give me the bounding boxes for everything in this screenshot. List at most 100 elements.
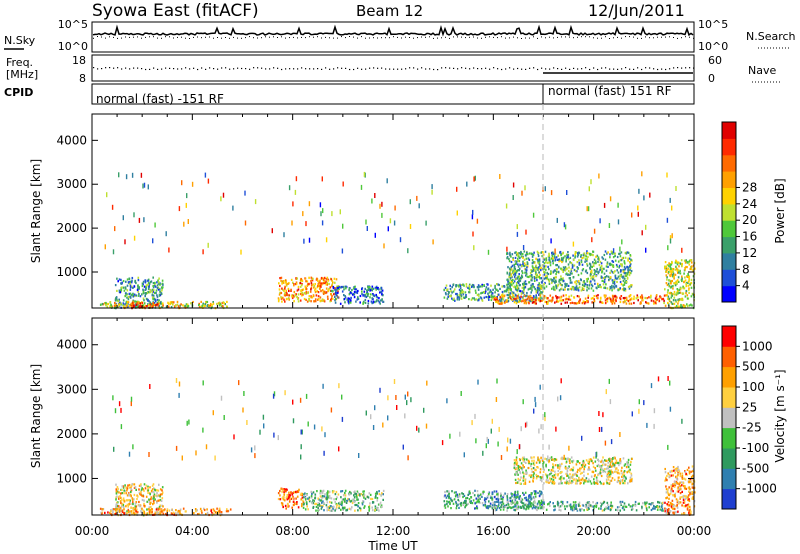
power-cell [137,294,140,297]
velocity-cell [578,501,581,504]
power-colorbar-swatch [722,122,736,139]
nsearch-trace-dot [461,36,462,38]
power-cell [592,264,595,267]
velocity-cell [122,498,125,501]
power-cell [312,295,315,298]
power-cell [304,285,307,288]
velocity-cell [455,494,457,497]
power-cell [515,302,518,305]
power-cell [456,292,458,296]
power-cell [615,263,618,267]
power-cell [621,239,623,245]
power-cell [100,303,102,306]
velocity-cell [545,465,547,469]
velocity-cell [610,504,613,507]
power-cell [382,300,385,303]
velocity-cell [156,489,158,492]
power-cell [418,203,420,209]
power-cell [604,258,607,261]
power-cell [570,269,573,272]
power-cell [571,281,573,284]
power-cell [613,283,616,286]
power-cell [570,288,573,291]
power-cell [673,302,676,305]
power-cell [560,259,562,262]
velocity-cell [525,507,528,510]
velocity-cell [148,506,151,509]
power-cell [527,275,530,279]
velocity-cell [290,491,292,494]
power-cell [377,286,379,290]
velocity-cell [282,505,284,509]
velocity-cell [476,505,478,508]
velocity-cell [159,504,161,507]
power-cell [622,268,624,271]
nsearch-trace-dot [365,37,366,39]
velocity-cell [121,503,123,506]
power-cell [684,276,686,279]
power-cell [555,294,557,298]
power-cell [630,297,633,300]
power-cell [627,271,630,274]
power-cell [143,285,146,288]
power-cell [665,270,667,273]
power-cell [133,212,135,218]
velocity-cell [321,490,324,493]
power-cell [664,288,666,291]
power-cell [301,291,303,294]
velocity-cell [592,456,595,459]
velocity-cell [532,496,535,499]
velocity-cell [354,503,356,507]
power-cell [370,293,372,296]
velocity-cell [342,508,344,511]
power-cell [672,293,674,296]
power-cell [589,282,591,285]
velocity-cell [319,495,322,498]
power-cell [578,300,580,303]
velocity-cell [151,488,154,491]
power-cell [526,251,528,254]
velocity-cell [303,494,306,498]
power-cell [686,294,689,297]
freq-trace-dot [397,68,399,70]
velocity-cell [112,510,114,513]
power-cell [558,278,561,281]
power-cell [483,284,485,287]
velocity-cell [161,497,164,500]
power-cell [680,303,682,307]
power-cell [677,298,679,301]
power-cell [591,265,593,268]
velocity-cell [153,487,155,490]
velocity-cell [659,508,662,511]
velocity-cell [617,476,620,479]
velocity-cell [645,505,647,508]
velocity-cell [153,502,155,505]
velocity-cell [620,503,622,506]
power-cell [599,218,601,224]
power-cell [501,285,503,288]
power-cell [599,297,602,300]
power-cell [568,266,570,269]
power-cell [551,251,553,254]
freq-trace-dot [521,68,523,70]
power-cell [106,305,109,308]
velocity-cell [521,457,524,460]
velocity-cell [330,505,332,508]
power-cell [477,284,480,287]
velocity-cell [524,503,527,506]
velocity-cell [359,507,362,510]
velocity-cell [226,508,228,511]
velocity-cell [158,499,161,502]
power-cell [690,268,693,271]
power-cell [549,264,552,267]
velocity-cell [574,507,576,510]
velocity-cell [151,484,154,487]
power-cell [624,289,627,292]
velocity-cell [359,494,361,497]
velocity-cell [535,508,538,511]
power-cell [471,285,473,288]
velocity-cell [602,456,604,459]
power-cell [535,290,538,293]
power-cell [135,300,138,303]
power-cell [134,279,136,282]
